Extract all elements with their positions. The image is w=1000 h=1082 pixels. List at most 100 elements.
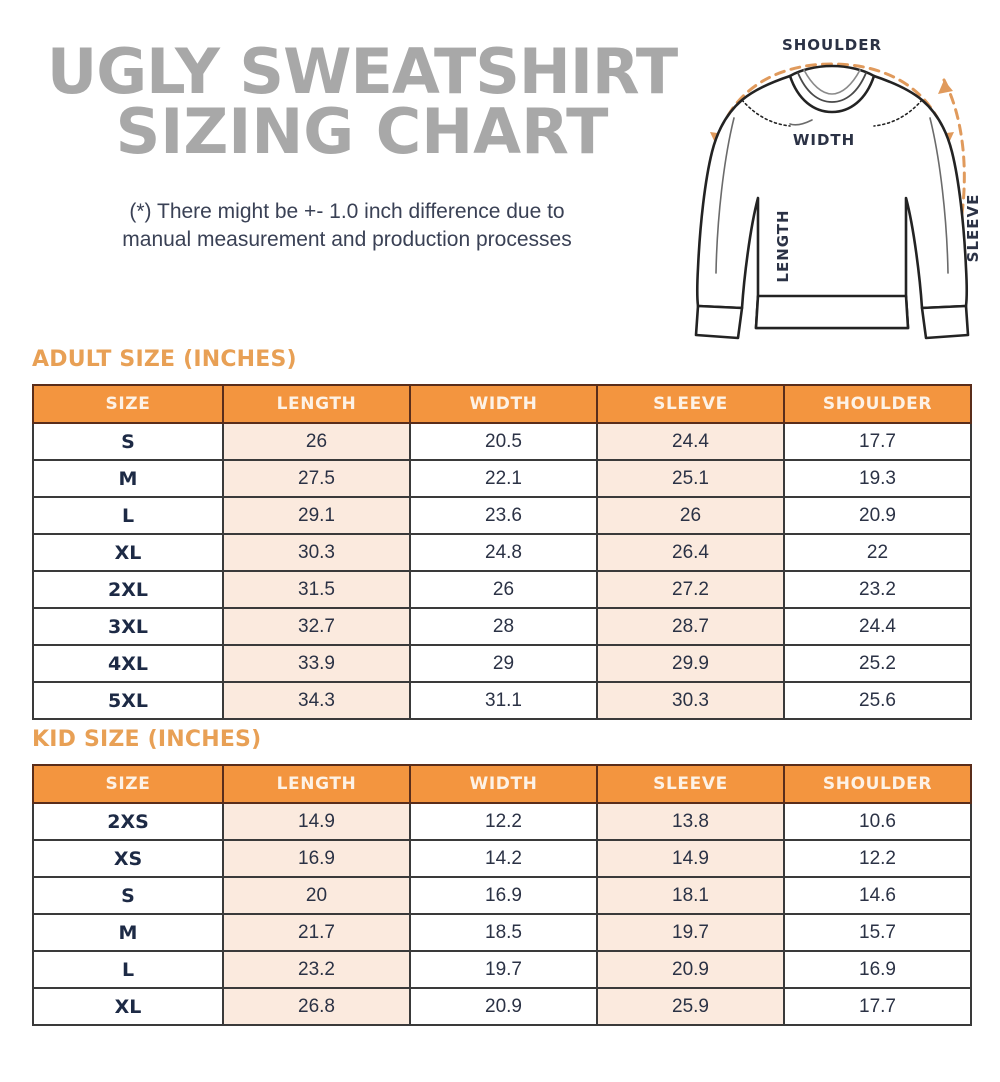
kid-table-row: S 20 16.9 18.1 14.6 xyxy=(32,876,972,915)
adult-cell-width: 29 xyxy=(409,644,598,683)
kid-table-row: 2XS 14.9 12.2 13.8 10.6 xyxy=(32,802,972,841)
kid-cell-shoulder: 17.7 xyxy=(783,987,972,1026)
adult-cell-length: 34.3 xyxy=(222,681,411,720)
left-cuff-icon xyxy=(694,304,744,340)
adult-cell-length: 26 xyxy=(222,422,411,461)
kid-cell-width: 18.5 xyxy=(409,913,598,952)
kid-cell-length: 14.9 xyxy=(222,802,411,841)
kid-cell-sleeve: 13.8 xyxy=(596,802,785,841)
adult-cell-length: 32.7 xyxy=(222,607,411,646)
page-header: UGLY SWEATSHIRT SIZING CHART (*) There m… xyxy=(0,0,1000,340)
title-line-1: UGLY SWEATSHIRT xyxy=(46,35,678,108)
kid-cell-size: 2XS xyxy=(32,802,224,841)
adult-cell-size: 2XL xyxy=(32,570,224,609)
kid-cell-width: 12.2 xyxy=(409,802,598,841)
kid-col-sleeve: SLEEVE xyxy=(596,764,785,804)
adult-cell-sleeve: 26 xyxy=(596,496,785,535)
adult-cell-size: 3XL xyxy=(32,607,224,646)
kid-cell-length: 23.2 xyxy=(222,950,411,989)
adult-table-row: 5XL 34.3 31.1 30.3 25.6 xyxy=(32,681,972,720)
kid-col-size: SIZE xyxy=(32,764,224,804)
page-title: UGLY SWEATSHIRT SIZING CHART xyxy=(22,35,702,169)
kid-cell-width: 16.9 xyxy=(409,876,598,915)
adult-cell-shoulder: 17.7 xyxy=(783,422,972,461)
adult-section-title: ADULT SIZE (INCHES) xyxy=(32,347,297,372)
adult-table-row: S 26 20.5 24.4 17.7 xyxy=(32,422,972,461)
adult-cell-size: M xyxy=(32,459,224,498)
kid-cell-width: 19.7 xyxy=(409,950,598,989)
kid-cell-size: M xyxy=(32,913,224,952)
adult-table-row: L 29.1 23.6 26 20.9 xyxy=(32,496,972,535)
adult-col-shoulder: SHOULDER xyxy=(783,384,972,424)
adult-table-row: XL 30.3 24.8 26.4 22 xyxy=(32,533,972,572)
adult-cell-sleeve: 30.3 xyxy=(596,681,785,720)
adult-cell-length: 31.5 xyxy=(222,570,411,609)
kid-cell-sleeve: 14.9 xyxy=(596,839,785,878)
adult-cell-size: L xyxy=(32,496,224,535)
adult-cell-size: XL xyxy=(32,533,224,572)
adult-cell-shoulder: 20.9 xyxy=(783,496,972,535)
fabric-fold-lines-icon xyxy=(715,117,949,274)
kid-cell-size: XS xyxy=(32,839,224,878)
kid-table-row: L 23.2 19.7 20.9 16.9 xyxy=(32,950,972,989)
adult-table-row: M 27.5 22.1 25.1 19.3 xyxy=(32,459,972,498)
kid-cell-length: 21.7 xyxy=(222,913,411,952)
adult-table-header-row: SIZE LENGTH WIDTH SLEEVE SHOULDER xyxy=(32,384,972,424)
adult-cell-sleeve: 29.9 xyxy=(596,644,785,683)
adult-cell-sleeve: 24.4 xyxy=(596,422,785,461)
adult-cell-width: 22.1 xyxy=(409,459,598,498)
adult-col-sleeve: SLEEVE xyxy=(596,384,785,424)
adult-cell-shoulder: 24.4 xyxy=(783,607,972,646)
adult-table-row: 4XL 33.9 29 29.9 25.2 xyxy=(32,644,972,683)
kid-col-width: WIDTH xyxy=(409,764,598,804)
kid-table-row: XL 26.8 20.9 25.9 17.7 xyxy=(32,987,972,1026)
adult-cell-sleeve: 27.2 xyxy=(596,570,785,609)
adult-cell-size: 4XL xyxy=(32,644,224,683)
adult-cell-width: 31.1 xyxy=(409,681,598,720)
adult-cell-width: 26 xyxy=(409,570,598,609)
title-line-2: SIZING CHART xyxy=(115,95,609,169)
kid-cell-length: 26.8 xyxy=(222,987,411,1026)
adult-col-size: SIZE xyxy=(32,384,224,424)
disclaimer-line-2: manual measurement and production proces… xyxy=(122,228,572,252)
kid-size-table: SIZE LENGTH WIDTH SLEEVE SHOULDER 2XS 14.… xyxy=(32,764,972,1026)
adult-cell-shoulder: 23.2 xyxy=(783,570,972,609)
kid-cell-sleeve: 18.1 xyxy=(596,876,785,915)
width-label: WIDTH xyxy=(793,131,855,149)
adult-cell-size: 5XL xyxy=(32,681,224,720)
adult-cell-length: 30.3 xyxy=(222,533,411,572)
adult-table-row: 2XL 31.5 26 27.2 23.2 xyxy=(32,570,972,609)
adult-cell-width: 28 xyxy=(409,607,598,646)
adult-table-body: S 26 20.5 24.4 17.7 M 27.5 22.1 25.1 19.3 L 29.1 23.… xyxy=(32,422,972,720)
kid-cell-length: 16.9 xyxy=(222,839,411,878)
adult-cell-sleeve: 25.1 xyxy=(596,459,785,498)
adult-cell-length: 29.1 xyxy=(222,496,411,535)
hem-band-icon xyxy=(754,294,910,330)
kid-cell-length: 20 xyxy=(222,876,411,915)
adult-cell-shoulder: 25.2 xyxy=(783,644,972,683)
adult-cell-shoulder: 19.3 xyxy=(783,459,972,498)
shoulder-seam-icon xyxy=(697,99,967,309)
kid-cell-shoulder: 15.7 xyxy=(783,913,972,952)
kid-cell-sleeve: 25.9 xyxy=(596,987,785,1026)
adult-cell-width: 23.6 xyxy=(409,496,598,535)
length-label: LENGTH xyxy=(774,209,792,282)
kid-col-shoulder: SHOULDER xyxy=(783,764,972,804)
adult-cell-shoulder: 22 xyxy=(783,533,972,572)
adult-cell-width: 24.8 xyxy=(409,533,598,572)
kid-col-length: LENGTH xyxy=(222,764,411,804)
kid-table-header-row: SIZE LENGTH WIDTH SLEEVE SHOULDER xyxy=(32,764,972,804)
kid-cell-shoulder: 14.6 xyxy=(783,876,972,915)
adult-cell-size: S xyxy=(32,422,224,461)
adult-cell-length: 33.9 xyxy=(222,644,411,683)
kid-cell-shoulder: 12.2 xyxy=(783,839,972,878)
kid-cell-shoulder: 10.6 xyxy=(783,802,972,841)
adult-col-width: WIDTH xyxy=(409,384,598,424)
sleeve-label: SLEEVE xyxy=(964,194,982,263)
kid-table-body: 2XS 14.9 12.2 13.8 10.6 XS 16.9 14.2 14.9 12.2 S 20… xyxy=(32,802,972,1026)
shoulder-label: SHOULDER xyxy=(782,36,882,54)
kid-cell-width: 20.9 xyxy=(409,987,598,1026)
collar-icon xyxy=(788,64,876,114)
adult-cell-shoulder: 25.6 xyxy=(783,681,972,720)
